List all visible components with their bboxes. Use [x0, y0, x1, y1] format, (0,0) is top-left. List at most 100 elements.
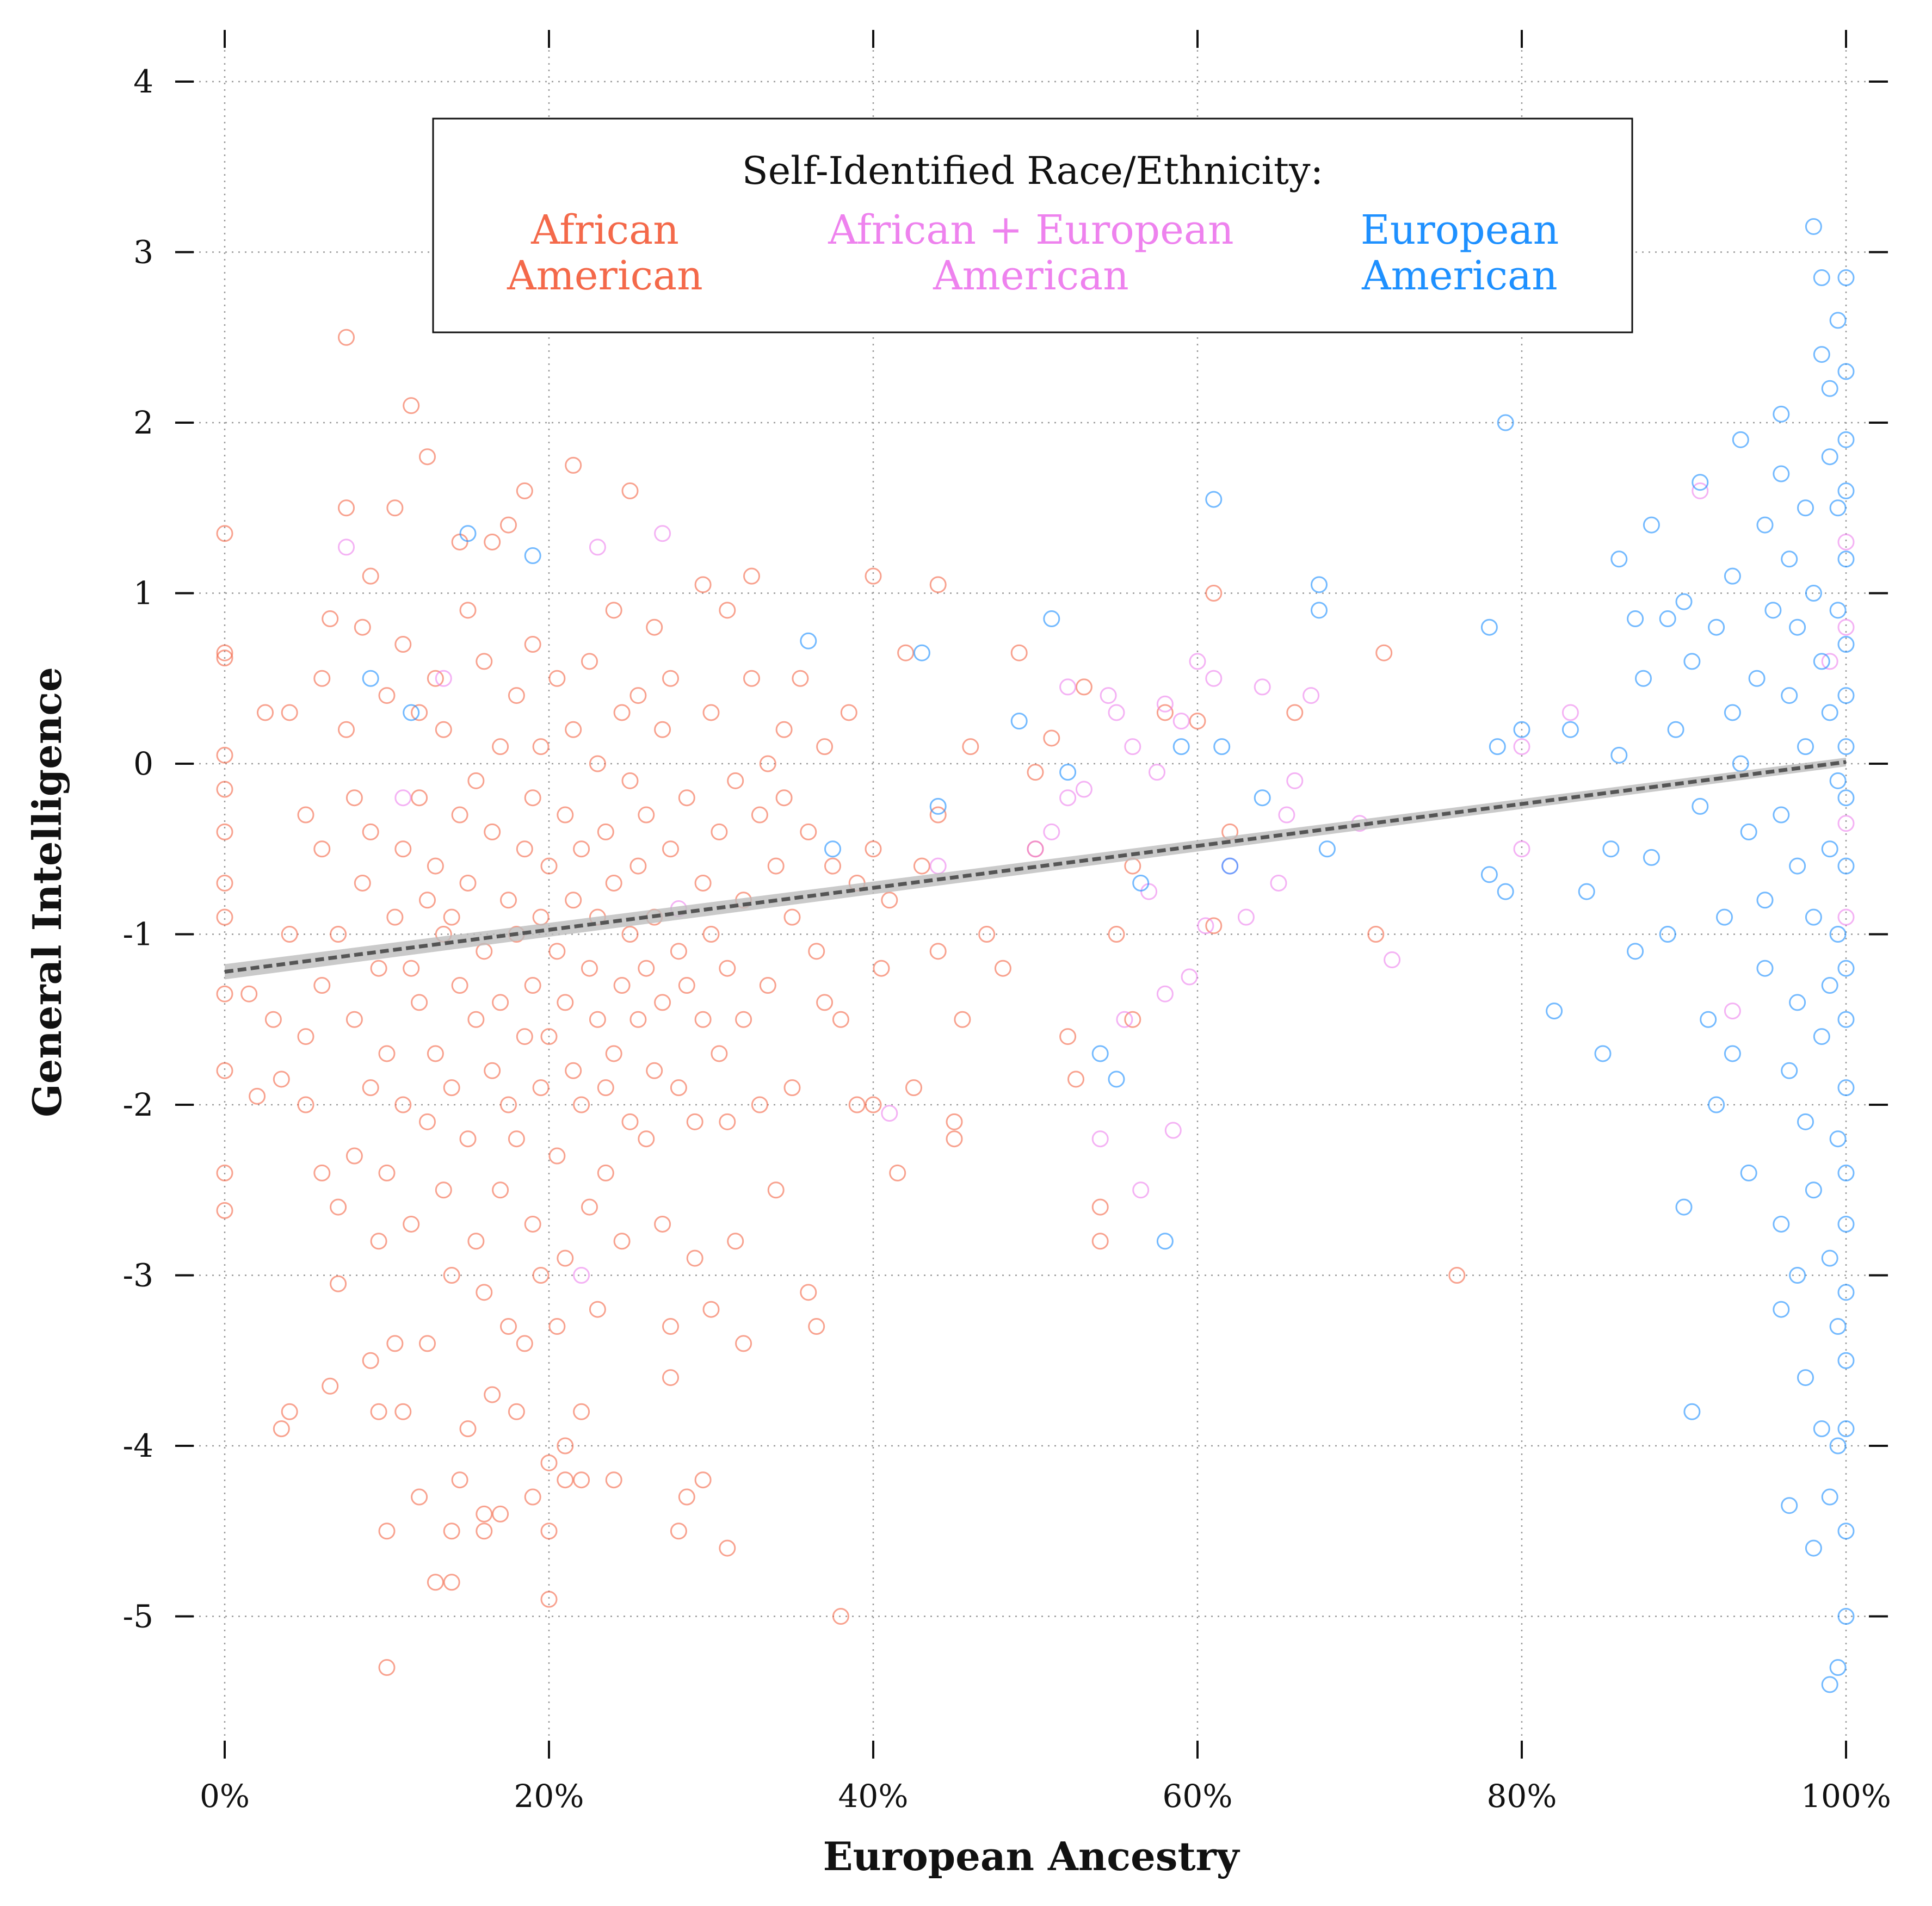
point-african-american	[362, 1352, 379, 1369]
point-european-american	[1156, 1233, 1174, 1250]
point-african-american	[1067, 1070, 1084, 1088]
point-african-american	[1124, 1011, 1141, 1028]
point-european-american	[1829, 1437, 1847, 1455]
point-african-american	[484, 533, 501, 550]
point-european-american	[1797, 1369, 1814, 1387]
point-african-american	[751, 806, 768, 824]
point-european-american	[1091, 1045, 1109, 1062]
point-african-american	[613, 704, 631, 721]
point-african-american	[403, 960, 420, 977]
point-african-american	[540, 857, 558, 875]
point-african-american	[557, 1471, 574, 1489]
point-african-american	[929, 943, 947, 960]
point-african-american	[476, 1523, 493, 1540]
point-african-american	[865, 1096, 882, 1113]
point-african-american	[694, 576, 712, 593]
point-european-american	[1675, 1198, 1693, 1216]
point-african-american	[565, 892, 582, 909]
point-european-american	[1837, 482, 1855, 499]
point-european-american	[1773, 1301, 1790, 1318]
point-european-american	[1837, 1079, 1855, 1097]
point-african-american	[524, 1488, 541, 1506]
point-african-american	[216, 985, 233, 1002]
point-african-american	[540, 1523, 558, 1540]
point-european-american	[1756, 960, 1774, 977]
y-tick-label: 2	[133, 404, 153, 441]
point-african-american	[670, 1079, 687, 1097]
point-african-american	[759, 977, 776, 994]
point-african-american	[345, 1147, 363, 1165]
point-african-american	[532, 1079, 550, 1097]
point-european-american	[1756, 892, 1774, 909]
point-african-european-american	[573, 1267, 590, 1284]
point-african-american	[629, 857, 647, 875]
point-african-american	[597, 823, 614, 840]
x-tick-label: 0%	[200, 1778, 250, 1815]
point-african-american	[492, 994, 509, 1011]
point-european-american	[1837, 431, 1855, 448]
point-african-american	[767, 857, 785, 875]
point-african-american	[946, 1130, 963, 1148]
point-european-american	[1813, 346, 1830, 363]
point-european-american	[1789, 857, 1806, 875]
point-european-american	[1837, 1523, 1855, 1540]
point-african-american	[557, 994, 574, 1011]
point-african-european-american	[1091, 1130, 1109, 1148]
point-african-american	[313, 977, 331, 994]
legend-title: Self-Identified Race/Ethnicity:	[742, 148, 1323, 193]
point-african-american	[816, 738, 834, 756]
y-tick-label: 0	[133, 745, 153, 782]
point-african-american	[216, 1062, 233, 1079]
y-tick-label: 4	[133, 63, 153, 100]
point-african-american	[565, 721, 582, 738]
point-african-european-american	[1513, 840, 1530, 858]
point-african-american	[702, 704, 720, 721]
point-european-american	[1489, 738, 1506, 756]
point-african-american	[216, 1202, 233, 1219]
point-african-american	[678, 977, 695, 994]
regression-line	[224, 760, 1847, 974]
point-european-american	[1708, 1096, 1725, 1113]
point-african-american	[686, 1249, 703, 1267]
point-european-american	[1805, 585, 1822, 602]
point-african-european-american	[1237, 908, 1255, 926]
point-african-american	[322, 1377, 339, 1395]
point-african-american	[216, 874, 233, 892]
point-african-american	[719, 1113, 736, 1130]
point-african-american	[427, 1045, 444, 1062]
point-african-american	[419, 1335, 436, 1352]
point-african-american	[524, 1215, 541, 1233]
point-african-american	[443, 1523, 460, 1540]
point-european-american	[1821, 1676, 1838, 1693]
point-european-american	[1837, 269, 1855, 287]
point-african-american	[297, 1028, 314, 1045]
point-african-american	[865, 840, 882, 858]
point-european-american	[1821, 1249, 1838, 1267]
point-european-american	[1659, 926, 1676, 943]
point-african-american	[524, 977, 541, 994]
point-african-american	[394, 636, 412, 653]
point-european-american	[1837, 1164, 1855, 1181]
point-african-european-american	[394, 789, 412, 807]
point-european-american	[1837, 636, 1855, 653]
point-african-european-american	[1692, 482, 1709, 499]
x-tick-label: 20%	[514, 1778, 584, 1815]
point-african-american	[711, 823, 728, 840]
point-african-american	[800, 823, 817, 840]
point-african-european-american	[1108, 704, 1125, 721]
point-european-american	[1318, 840, 1336, 858]
point-african-american	[322, 610, 339, 628]
point-african-american	[621, 772, 639, 789]
point-african-american	[216, 746, 233, 764]
point-african-american	[386, 908, 404, 926]
point-african-american	[694, 874, 712, 892]
point-african-american	[427, 1574, 444, 1591]
point-african-american	[735, 1335, 752, 1352]
point-african-american	[1205, 585, 1223, 602]
point-african-american	[467, 772, 485, 789]
point-african-american	[1367, 926, 1385, 943]
point-african-american	[500, 516, 517, 534]
y-tick-label: -2	[123, 1086, 154, 1123]
y-tick-label: -5	[123, 1598, 154, 1635]
point-african-american	[297, 806, 314, 824]
